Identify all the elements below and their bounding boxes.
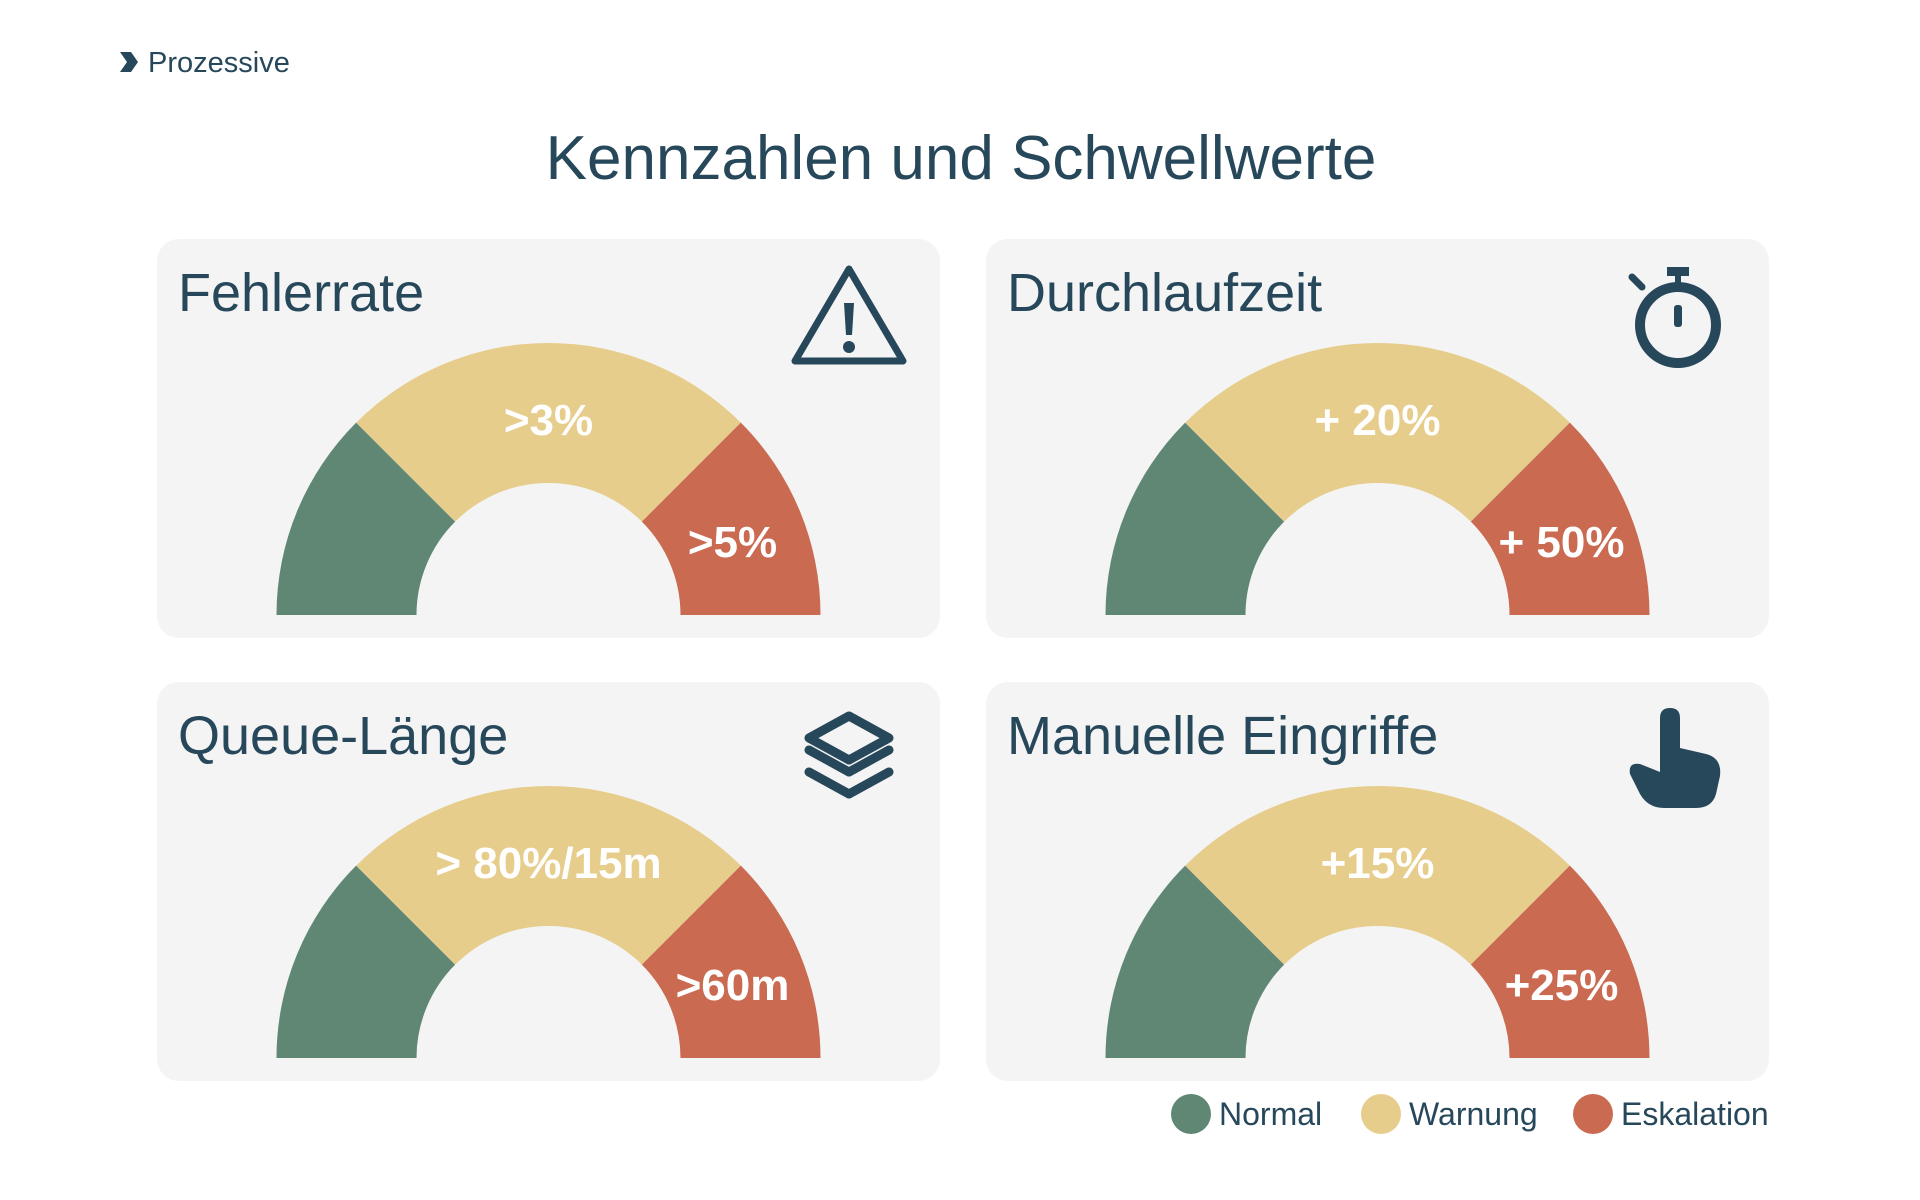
warning-icon (791, 265, 907, 365)
pointer-icon (1629, 708, 1721, 808)
escalation-label: >5% (688, 518, 777, 567)
legend-label: Normal (1219, 1096, 1322, 1132)
gauge-escalation (1470, 422, 1650, 615)
legend-swatch (1171, 1094, 1211, 1134)
legend-label: Warnung (1409, 1096, 1538, 1132)
escalation-label: +25% (1505, 961, 1619, 1010)
gauge-escalation (641, 865, 821, 1058)
gauge-normal (1105, 865, 1285, 1058)
metric-card: Fehlerrate >3% >5% (157, 239, 940, 638)
gauge-warning (1185, 343, 1570, 522)
card-title: Manuelle Eingriffe (1007, 706, 1438, 766)
timer-icon-top (1667, 267, 1689, 276)
gauge-normal (276, 865, 456, 1058)
card-title: Fehlerrate (178, 263, 424, 323)
card-title: Durchlaufzeit (1007, 263, 1322, 323)
warning-label: >3% (504, 396, 593, 445)
legend-swatch (1361, 1094, 1401, 1134)
page-title: Kennzahlen und Schwellwerte (546, 124, 1377, 193)
brand-name: Prozessive (148, 47, 290, 79)
legend-label: Eskalation (1621, 1096, 1769, 1132)
legend-item: Warnung (1361, 1094, 1538, 1134)
brand-logo (120, 52, 138, 72)
gauge-warning (1185, 786, 1570, 965)
gauge-normal (276, 422, 456, 615)
legend-item: Normal (1171, 1094, 1322, 1134)
legend-swatch (1573, 1094, 1613, 1134)
stack-icon-layer (804, 767, 894, 799)
stack-icon-layer (804, 711, 894, 765)
timer-icon-button (1628, 273, 1646, 291)
timer-icon-hand (1674, 305, 1682, 327)
gauge-escalation (1470, 865, 1650, 1058)
gauge-warning (356, 343, 741, 522)
escalation-label: + 50% (1499, 518, 1625, 567)
card-title: Queue-Länge (178, 706, 508, 766)
metric-card: Durchlaufzeit + 20% + 50% (986, 239, 1769, 638)
warning-icon-dot (843, 341, 855, 353)
gauge-normal (1105, 422, 1285, 615)
gauge-escalation (641, 422, 821, 615)
escalation-label: >60m (676, 961, 790, 1010)
metric-card: Queue-Länge > 80%/15m >60m (157, 682, 940, 1081)
gauge-warning (356, 786, 741, 965)
warning-label: + 20% (1315, 396, 1441, 445)
metric-card: Manuelle Eingriffe +15% +25% (986, 682, 1769, 1081)
warning-label: +15% (1321, 839, 1435, 888)
stack-icon-layer (804, 745, 894, 777)
timer-icon-stem (1675, 275, 1681, 287)
warning-icon-mark (844, 303, 854, 335)
warning-label: > 80%/15m (435, 839, 661, 888)
legend-item: Eskalation (1573, 1094, 1769, 1134)
